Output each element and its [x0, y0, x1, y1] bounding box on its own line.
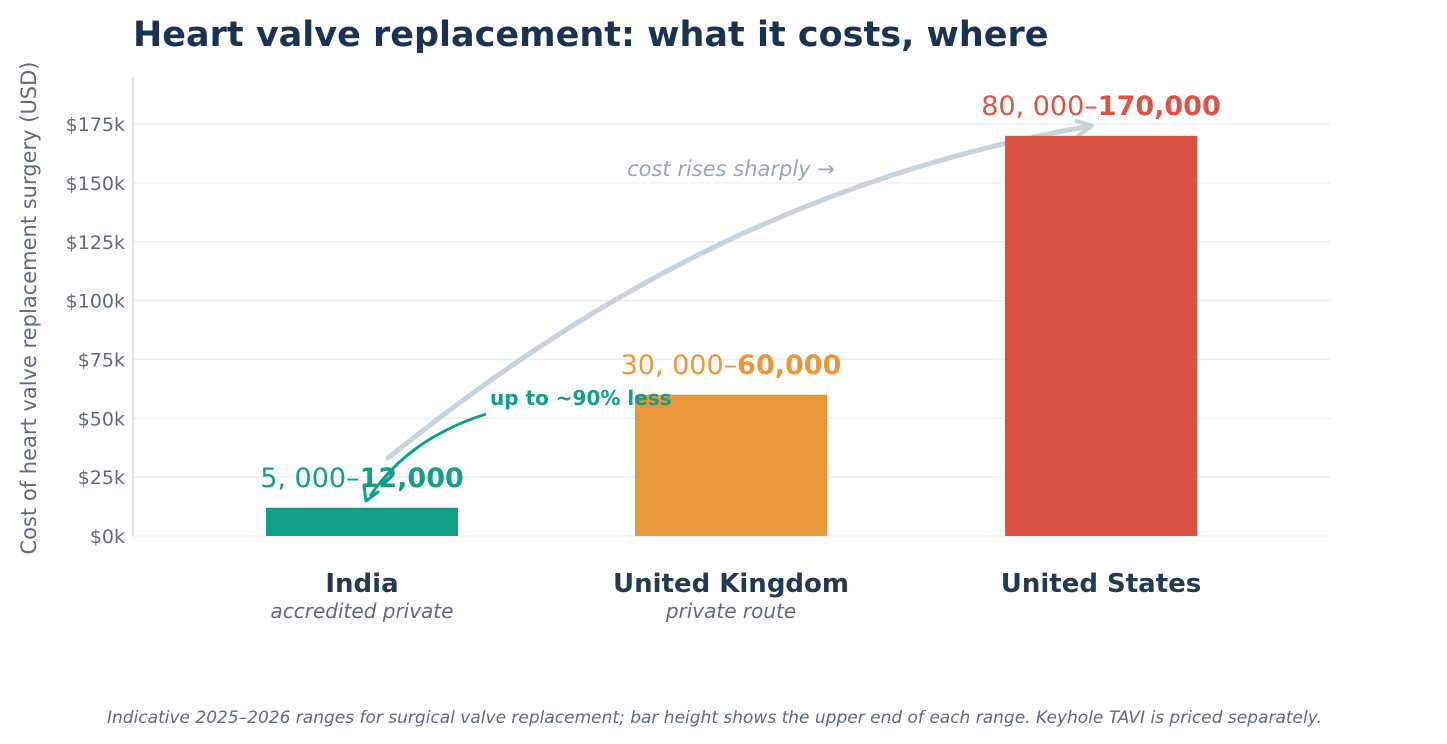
bar-united-kingdom — [635, 394, 827, 536]
bars — [266, 135, 1197, 536]
y-tick-label: $175k — [66, 114, 125, 136]
bar-united-states — [1005, 135, 1197, 536]
chart-title: Heart valve replacement: what it costs, … — [133, 15, 1049, 55]
x-tick-label: United Kingdom — [613, 569, 849, 599]
x-tick-label: United States — [1001, 569, 1202, 599]
range-high: 60,000 — [737, 350, 841, 381]
y-tick-label: $0k — [90, 526, 125, 548]
saving-arrow-head — [362, 484, 380, 503]
bar-india — [266, 507, 458, 536]
range-low: 5, 000– — [260, 463, 359, 494]
category-subtitle: accredited private — [271, 599, 454, 623]
range-label: 5, 000–12,000 — [260, 463, 464, 494]
y-tick-label: $50k — [78, 408, 125, 430]
y-tick-label: $75k — [78, 349, 125, 371]
trend-annotation: cost rises sharply → — [627, 157, 835, 181]
range-low: 30, 000– — [621, 350, 738, 381]
y-axis-label: Cost of heart valve replacement surgery … — [17, 61, 41, 554]
range-low: 80, 000– — [981, 91, 1098, 122]
range-label: 80, 000–170,000 — [981, 91, 1221, 122]
category-subtitle: private route — [665, 599, 796, 623]
saving-arrow — [368, 412, 487, 497]
y-tick-labels: $0k $25k $50k $75k $100k $125k $150k $175k — [66, 114, 125, 548]
range-high: 170,000 — [1098, 91, 1221, 122]
saving-annotation: up to ~90% less — [490, 386, 672, 410]
x-tick-label: India — [325, 569, 398, 599]
footnote: Indicative 2025–2026 ranges for surgical… — [107, 708, 1322, 728]
y-tick-label: $25k — [78, 467, 125, 489]
y-tick-label: $125k — [66, 232, 125, 254]
y-tick-label: $100k — [66, 291, 125, 313]
trend-arrow — [385, 126, 1090, 461]
y-tick-label: $150k — [66, 173, 125, 195]
range-label: 30, 000–60,000 — [621, 350, 842, 381]
